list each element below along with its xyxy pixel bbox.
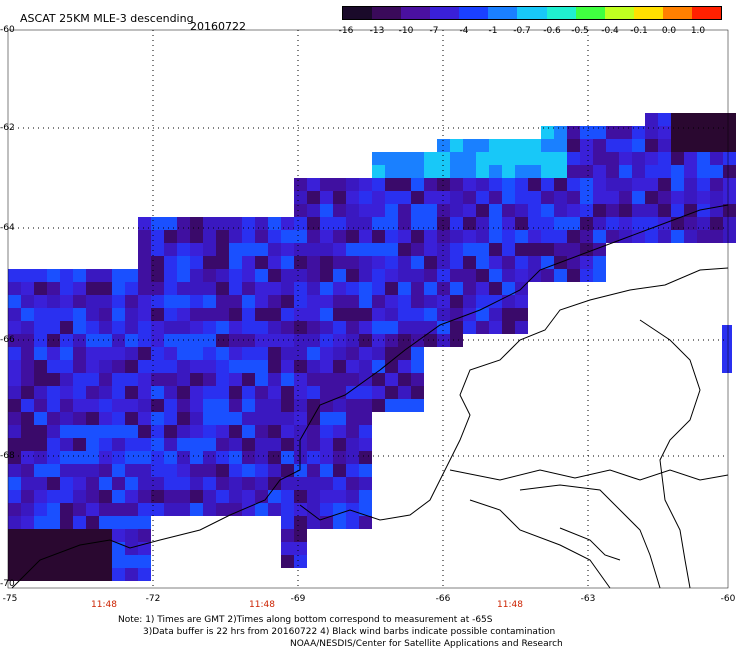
- colorbar-swatch: [517, 7, 547, 19]
- coastline-segment: [639, 319, 701, 589]
- colorbar-label: -0.1: [630, 26, 648, 36]
- coastline-segment: [11, 204, 729, 589]
- colorbar-swatch: [372, 7, 402, 19]
- latitude-label: -66: [0, 335, 15, 345]
- grid-lines: [8, 30, 728, 588]
- longitude-label: -75: [2, 594, 18, 604]
- latitude-label: -60: [0, 25, 15, 35]
- coastline-segment: [469, 499, 611, 589]
- data-swath: [8, 113, 736, 581]
- latitude-label: -64: [0, 223, 15, 233]
- map-title: ASCAT 25KM MLE-3 descending: [20, 12, 194, 25]
- note-line-1: Note: 1) Times are GMT 2)Times along bot…: [118, 615, 493, 625]
- colorbar-label: -13: [369, 26, 385, 36]
- coastline-segment: [519, 484, 661, 589]
- colorbar-label: -0.5: [571, 26, 589, 36]
- longitude-label: -66: [435, 594, 451, 604]
- colorbar-swatch: [546, 7, 576, 19]
- time-label: 11:48: [249, 600, 275, 610]
- longitude-label: -69: [290, 594, 306, 604]
- colorbar-swatch: [604, 7, 634, 19]
- colorbar-label: 1.0: [690, 26, 706, 36]
- longitude-label: -60: [720, 594, 736, 604]
- coastline-segment: [449, 469, 729, 481]
- colorbar-label: -0.6: [543, 26, 561, 36]
- colorbar-label: -4: [459, 26, 469, 36]
- colorbar-swatch: [401, 7, 431, 19]
- coastline-segment: [559, 527, 621, 561]
- latitude-label: -68: [0, 451, 15, 461]
- time-label: 11:48: [91, 600, 117, 610]
- colorbar-swatch: [430, 7, 460, 19]
- note-line-3: NOAA/NESDIS/Center for Satellite Applica…: [290, 639, 563, 649]
- latitude-label: -62: [0, 123, 15, 133]
- latitude-label: -70: [0, 579, 15, 589]
- colorbar-swatch: [459, 7, 489, 19]
- note-line-2: 3)Data buffer is 22 hrs from 20160722 4)…: [143, 627, 556, 637]
- colorbar-swatch: [488, 7, 518, 19]
- colorbar-label: -10: [398, 26, 414, 36]
- colorbar-label: -16: [338, 26, 354, 36]
- coastline-segment: [299, 267, 729, 521]
- colorbar-labels: -16 -13 -10 -7 -4 -1 -0.7 -0.6 -0.5 -0.4 -0.1 0.0 1.…: [330, 26, 740, 40]
- colorbar-swatch: [691, 7, 722, 19]
- colorbar-swatch: [633, 7, 663, 19]
- colorbar-label: -7: [429, 26, 439, 36]
- colorbar-swatch: [662, 7, 692, 19]
- colorbar-label: -0.4: [601, 26, 619, 36]
- time-label: 11:48: [497, 600, 523, 610]
- map-frame: [7, 29, 729, 589]
- colorbar-swatch: [575, 7, 605, 19]
- colorbar-label: -0.7: [513, 26, 531, 36]
- colorbar-label: -1: [488, 26, 498, 36]
- longitude-label: -63: [580, 594, 596, 604]
- coastline: [11, 204, 729, 589]
- colorbar: [342, 6, 722, 20]
- longitude-label: -72: [145, 594, 161, 604]
- colorbar-label: 0.0: [661, 26, 677, 36]
- colorbar-swatch: [343, 7, 373, 19]
